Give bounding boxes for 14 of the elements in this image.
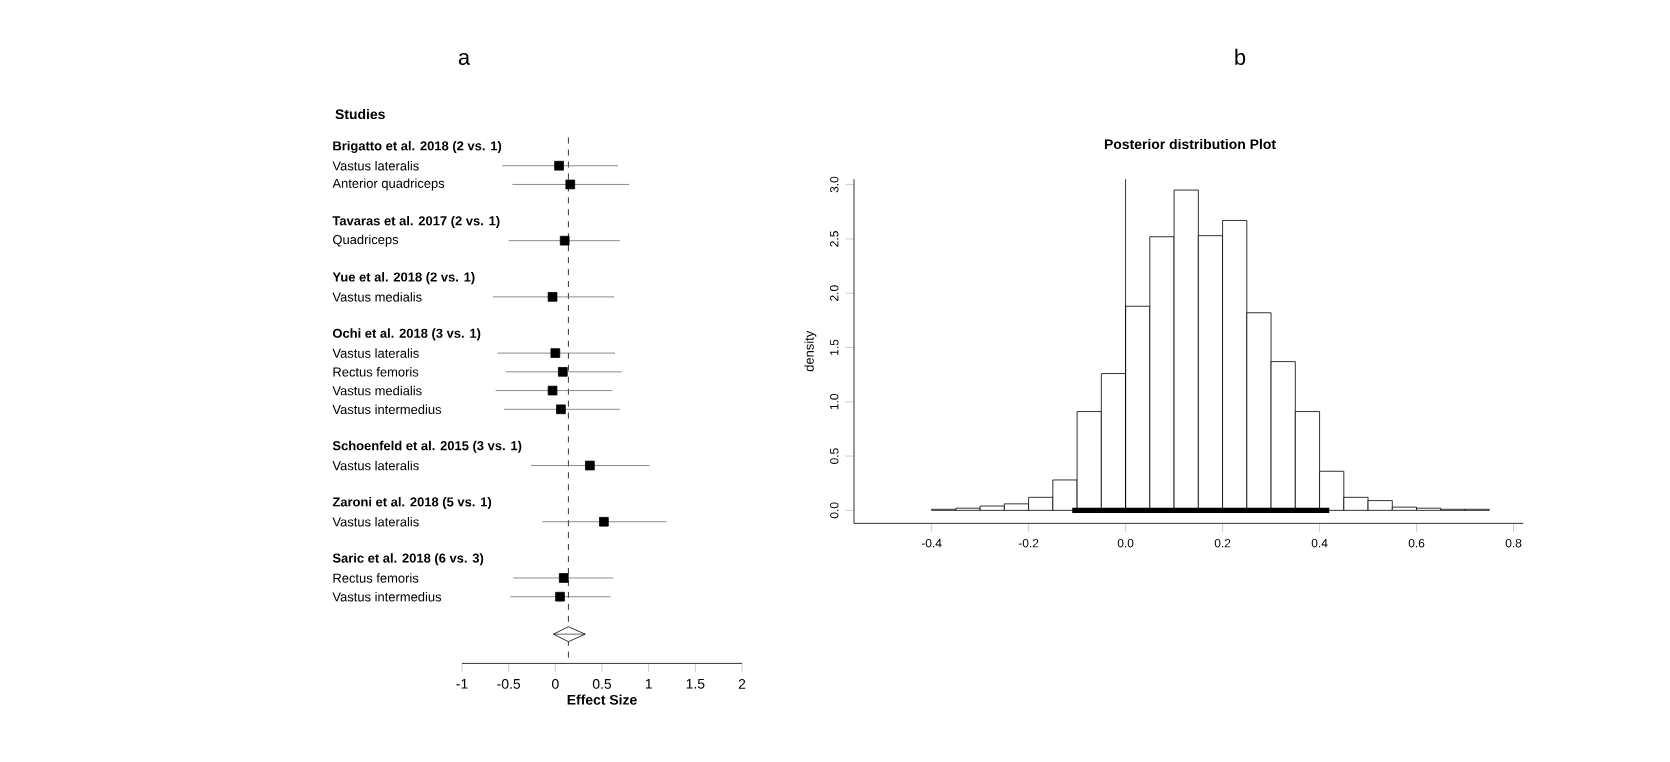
point <box>599 516 609 527</box>
point <box>547 385 558 396</box>
point <box>550 348 561 358</box>
point <box>559 235 570 246</box>
point <box>555 591 565 602</box>
point <box>558 367 568 377</box>
point <box>556 404 566 415</box>
point <box>558 573 569 583</box>
point <box>565 179 576 190</box>
chart-title: b <box>1235 48 1246 65</box>
point <box>554 160 564 171</box>
chart-title: a <box>458 52 471 65</box>
point <box>585 460 595 471</box>
point <box>547 292 558 302</box>
